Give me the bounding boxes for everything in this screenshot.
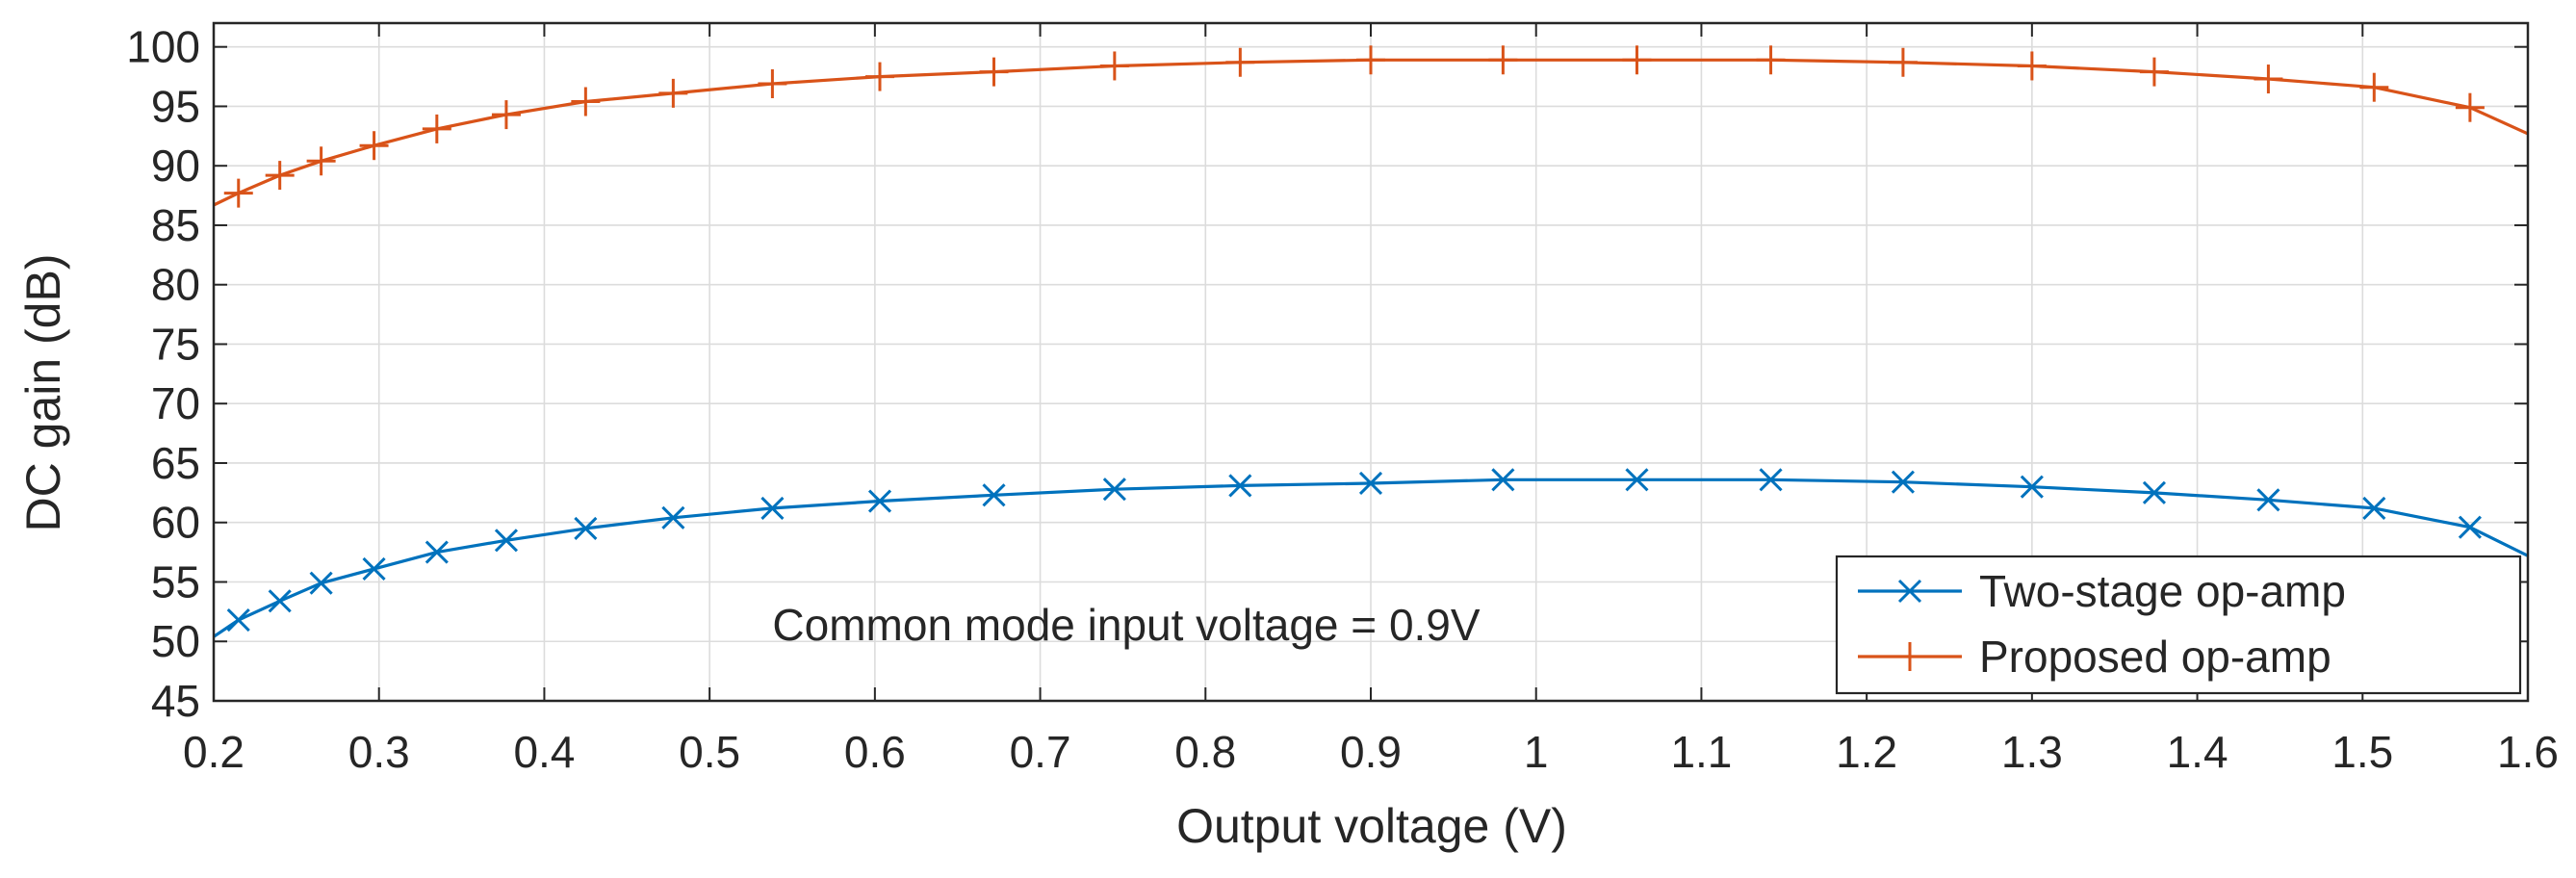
- data-point-marker: [306, 146, 336, 176]
- data-point-marker: [2142, 480, 2166, 504]
- x-tick-label: 0.9: [1340, 727, 1402, 777]
- x-tick-label: 0.8: [1174, 727, 1236, 777]
- series-two-stage-op-amp: [213, 468, 2529, 638]
- legend-box: [1835, 555, 2522, 695]
- data-point-marker: [1756, 45, 1786, 75]
- y-tick-label: 75: [151, 319, 200, 369]
- data-point-marker: [425, 540, 449, 564]
- data-point-marker: [265, 161, 295, 191]
- y-tick-label: 90: [151, 141, 200, 191]
- data-point-marker: [758, 68, 787, 98]
- data-point-marker: [2017, 51, 2047, 81]
- y-tick-label: 100: [126, 22, 200, 72]
- y-tick-label: 55: [151, 556, 200, 607]
- legend-marker: [1895, 642, 1924, 671]
- data-point-marker: [268, 589, 292, 613]
- x-tick-label: 0.7: [1010, 727, 1071, 777]
- x-tick-label: 1.6: [2497, 727, 2559, 777]
- data-point-marker: [1625, 468, 1649, 492]
- data-point-marker: [2020, 475, 2044, 499]
- data-point-marker: [1488, 45, 1518, 75]
- x-tick-label: 0.5: [679, 727, 740, 777]
- axis-ticks: 0.2 0.3 0.4 0.5 0.6 0.7 0.8 0.9 1 1.1 1.2 1.3 1.4 1.5…: [126, 22, 2559, 777]
- data-point-marker: [1622, 45, 1652, 75]
- x-tick-label: 1.3: [2001, 727, 2063, 777]
- data-point-marker: [422, 114, 451, 143]
- legend-entry: Two-stage op-amp: [1858, 566, 2346, 616]
- data-point-marker: [223, 178, 253, 208]
- data-point-marker: [494, 529, 518, 553]
- data-point-marker: [658, 78, 688, 108]
- data-point-marker: [867, 489, 892, 513]
- y-tick-label: 85: [151, 200, 200, 250]
- data-point-marker: [1228, 474, 1252, 498]
- data-point-marker: [760, 496, 785, 520]
- data-point-marker: [362, 556, 386, 581]
- data-point-marker: [1358, 471, 1383, 496]
- data-point-marker: [1491, 468, 1515, 492]
- x-tick-label: 1.4: [2167, 727, 2228, 777]
- x-tick-label: 1.2: [1836, 727, 1897, 777]
- data-point-marker: [2362, 496, 2386, 520]
- data-point-marker: [1102, 478, 1126, 502]
- y-tick-label: 45: [151, 676, 200, 726]
- data-point-marker: [865, 62, 895, 91]
- data-point-marker: [979, 57, 1009, 87]
- data-point-marker: [2458, 515, 2482, 539]
- data-point-marker: [982, 483, 1006, 507]
- series-proposed-op-amp: [213, 45, 2529, 208]
- data-point-marker: [574, 516, 598, 540]
- x-tick-label: 0.2: [183, 727, 245, 777]
- data-point-marker: [2256, 488, 2280, 512]
- series-layer: [213, 45, 2529, 638]
- data-point-marker: [309, 571, 333, 595]
- x-tick-label: 1.5: [2331, 727, 2393, 777]
- data-point-marker: [571, 87, 601, 116]
- x-axis-label: Output voltage (V): [1176, 799, 1567, 853]
- y-tick-label: 65: [151, 438, 200, 488]
- x-tick-label: 0.4: [513, 727, 575, 777]
- x-tick-label: 0.3: [348, 727, 410, 777]
- legend-marker: [1897, 579, 1922, 604]
- y-tick-label: 50: [151, 616, 200, 666]
- annotation-label: Common mode input voltage = 0.9V: [772, 600, 1480, 650]
- y-tick-label: 80: [151, 260, 200, 310]
- data-point-marker: [1891, 470, 1915, 494]
- legend: Two-stage op-amp Proposed op-amp: [1835, 555, 2522, 695]
- data-point-marker: [1225, 47, 1255, 77]
- data-point-marker: [2359, 72, 2389, 102]
- y-axis-label: DC gain (dB): [16, 254, 70, 532]
- x-tick-label: 0.6: [844, 727, 906, 777]
- legend-label: Two-stage op-amp: [1979, 566, 2346, 616]
- x-tick-label: 1.1: [1670, 727, 1732, 777]
- x-tick-label: 1: [1524, 727, 1549, 777]
- data-point-marker: [2139, 57, 2169, 87]
- data-point-marker: [1099, 51, 1129, 81]
- data-point-marker: [359, 131, 389, 161]
- y-tick-label: 95: [151, 81, 200, 131]
- data-point-marker: [1888, 47, 1918, 77]
- data-point-marker: [226, 607, 250, 633]
- legend-entry: Proposed op-amp: [1858, 632, 2331, 682]
- data-point-marker: [2254, 65, 2283, 94]
- data-point-marker: [661, 505, 685, 529]
- data-point-marker: [1759, 468, 1783, 492]
- data-point-marker: [1356, 45, 1385, 75]
- y-tick-label: 60: [151, 498, 200, 548]
- legend-label: Proposed op-amp: [1979, 632, 2331, 682]
- y-tick-label: 70: [151, 378, 200, 428]
- data-point-marker: [491, 100, 521, 130]
- data-point-marker: [2455, 92, 2485, 122]
